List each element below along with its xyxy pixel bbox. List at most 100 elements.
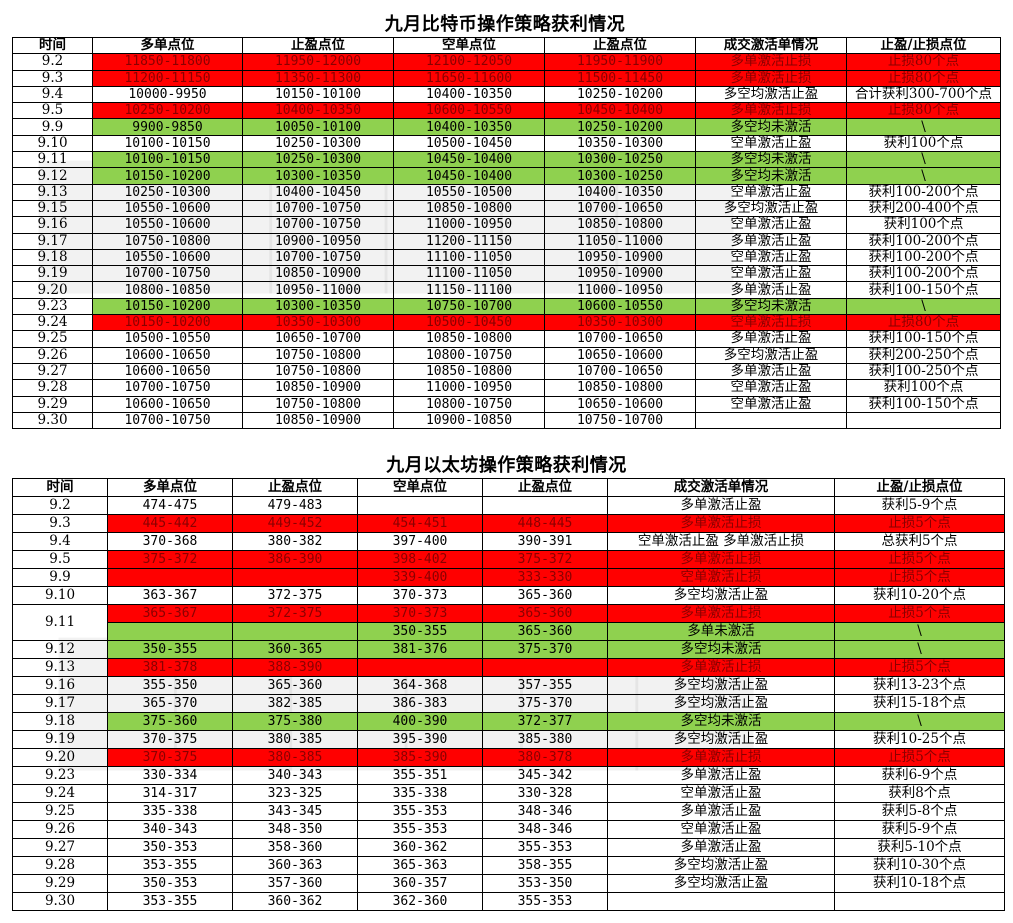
table-cell: 11850-11800 [92, 53, 243, 71]
table-cell: 11350-11300 [242, 69, 394, 87]
table-cell: 10850-10800 [393, 362, 545, 381]
table-cell: 多空均激活止盈 [607, 730, 835, 749]
table-cell: 多单激活止损 [695, 102, 847, 120]
table-cell: 10850-10800 [393, 199, 545, 218]
table-cell: 获利5-10个点 [834, 838, 1005, 857]
table-row: 9.28 353-355 360-363 365-363 358-355 多空均激活止盈获… [12, 856, 1005, 875]
table-cell: 10250-10200 [92, 102, 243, 120]
table-cell: 10700-10650 [544, 199, 696, 218]
date-cell: 9.30 [12, 411, 93, 430]
table-cell: 10400-10350 [393, 118, 545, 136]
date-cell: 9.13 [12, 183, 93, 201]
table-cell: 获利10-20个点 [834, 586, 1005, 605]
table-cell: 10700-10650 [544, 362, 696, 381]
table-cell [232, 622, 358, 641]
table-cell: 获利10-25个点 [834, 730, 1005, 749]
table-cell: 10500-10450 [393, 134, 545, 153]
table-cell: 454-451 [357, 514, 483, 533]
table-row: 9.11 365-367 372-375 370-373 365-360 多单激活止损 止损… [12, 604, 1005, 641]
date-cell: 9.2 [12, 496, 108, 515]
table-row: 9.19 10700-10750 10850-10900 11100-11050 109… [12, 265, 1001, 283]
table-row: 9.16 355-350 365-360 364-368 357-355 多空均激活止盈获… [12, 676, 1005, 695]
table-cell: 357-360 [232, 874, 358, 893]
table-cell: 10850-10800 [393, 330, 545, 348]
date-cell: 9.4 [12, 532, 108, 551]
table-row: 9.26 10600-10650 10750-10800 10800-10750 106… [12, 346, 1001, 364]
date-cell: 9.16 [12, 216, 93, 234]
table-cell: 10950-10900 [544, 248, 696, 267]
table-cell: 350-353 [107, 874, 233, 893]
table-cell: 止损80个点 [846, 102, 1001, 120]
table-cell: 10350-10300 [544, 134, 696, 153]
column-header: 空单点位 [393, 36, 545, 55]
table-cell [607, 892, 835, 911]
btc-header-row: 时间 多单点位 止盈点位 空单点位 止盈点位 成交激活单情况 止盈/止损点位 [12, 36, 1001, 55]
table-cell: 10150-10200 [92, 297, 243, 316]
table-cell: 10400-10450 [242, 183, 394, 201]
table-cell: 10550-10500 [393, 183, 545, 201]
table-cell: 多单激活止损 [695, 53, 847, 71]
table-cell: 10350-10300 [544, 314, 696, 332]
table-cell: 10300-10250 [544, 167, 696, 185]
table-row: 9.29 10600-10650 10750-10800 10800-10750 106… [12, 395, 1001, 413]
table-cell: 363-367 [107, 586, 233, 605]
table-cell: 10250-10300 [242, 151, 394, 169]
table-cell: 355-353 [357, 802, 483, 821]
panel-separator [0, 433, 1013, 447]
table-cell: 370-375 [107, 748, 233, 767]
table-cell: 10700-10750 [92, 379, 243, 397]
table-cell: 多单激活止盈 [695, 281, 847, 299]
table-cell: 10850-10800 [544, 216, 696, 234]
table-cell: 364-368 [357, 676, 483, 695]
table-cell: 372-375 [232, 586, 358, 605]
table-cell: 获利5-9个点 [834, 496, 1005, 515]
table-row: 9.10 10100-10150 10250-10300 10500-10450 103… [12, 134, 1001, 153]
table-cell [482, 496, 608, 515]
table-cell: 10150-10200 [92, 314, 243, 332]
table-cell: 10650-10700 [242, 330, 394, 348]
table-cell: 多单激活止损 [607, 748, 835, 767]
table-cell: 370-373 [357, 604, 483, 623]
table-cell: 获利100个点 [846, 216, 1001, 234]
table-cell: 空单激活止盈 多单激活止损 [607, 532, 835, 551]
table-cell: 10650-10600 [544, 346, 696, 364]
date-cell: 9.24 [12, 784, 108, 803]
date-cell: 9.18 [12, 712, 108, 731]
table-cell: 10700-10750 [242, 199, 394, 218]
date-cell: 9.27 [12, 362, 93, 381]
table-row: 9.2 474-475 479-483 多单激活止盈 获利5-9个点 [12, 496, 1005, 515]
table-cell: 获利100-150个点 [846, 330, 1001, 348]
table-cell: 10250-10300 [242, 134, 394, 153]
table-cell: 多单激活止盈 [607, 766, 835, 785]
table-row: 9.12 10150-10200 10300-10350 10450-10400 103… [12, 167, 1001, 185]
table-cell: 多空均激活止盈 [607, 856, 835, 875]
date-cell: 9.10 [12, 134, 93, 153]
eth-title: 九月以太坊操作策略获利情况 [386, 455, 627, 476]
table-cell: 10100-10150 [92, 151, 243, 169]
date-cell: 9.16 [12, 676, 108, 695]
date-cell: 9.4 [12, 85, 93, 104]
table-cell: 多单激活止损 [607, 658, 835, 677]
table-cell: 10450-10400 [393, 151, 545, 169]
column-header: 止盈/止损点位 [834, 478, 1005, 497]
table-row: 9.5 10250-10200 10400-10350 10600-10550 1045… [12, 102, 1001, 120]
table-cell: 355-353 [482, 838, 608, 857]
table-cell: 获利100个点 [846, 134, 1001, 153]
table-row: 9.11 10100-10150 10250-10300 10450-10400 103… [12, 151, 1001, 169]
table-cell: 358-355 [482, 856, 608, 875]
table-cell: 10400-10350 [544, 183, 696, 201]
btc-table: 时间 多单点位 止盈点位 空单点位 止盈点位 成交激活单情况 止盈/止损点位 9.2 1185… [12, 36, 1001, 430]
table-cell: 479-483 [232, 496, 358, 515]
table-cell: 多空均未激活 [607, 640, 835, 659]
date-cell: 9.24 [12, 314, 93, 332]
table-cell: 10600-10650 [92, 346, 243, 364]
eth-header-row: 时间 多单点位 止盈点位 空单点位 止盈点位 成交激活单情况 止盈/止损点位 [12, 478, 1005, 497]
table-row: 9.18 375-360 375-380 400-390 372-377 多空均未激活 \ [12, 712, 1005, 731]
table-cell: 372-377 [482, 712, 608, 731]
column-header: 止盈点位 [242, 36, 394, 55]
table-cell: 多空均未激活 [695, 167, 847, 185]
table-cell: 365-370 [107, 694, 233, 713]
table-cell: \ [846, 118, 1001, 136]
table-cell: 370-373 [357, 586, 483, 605]
table-cell: 365-360 [482, 622, 608, 641]
